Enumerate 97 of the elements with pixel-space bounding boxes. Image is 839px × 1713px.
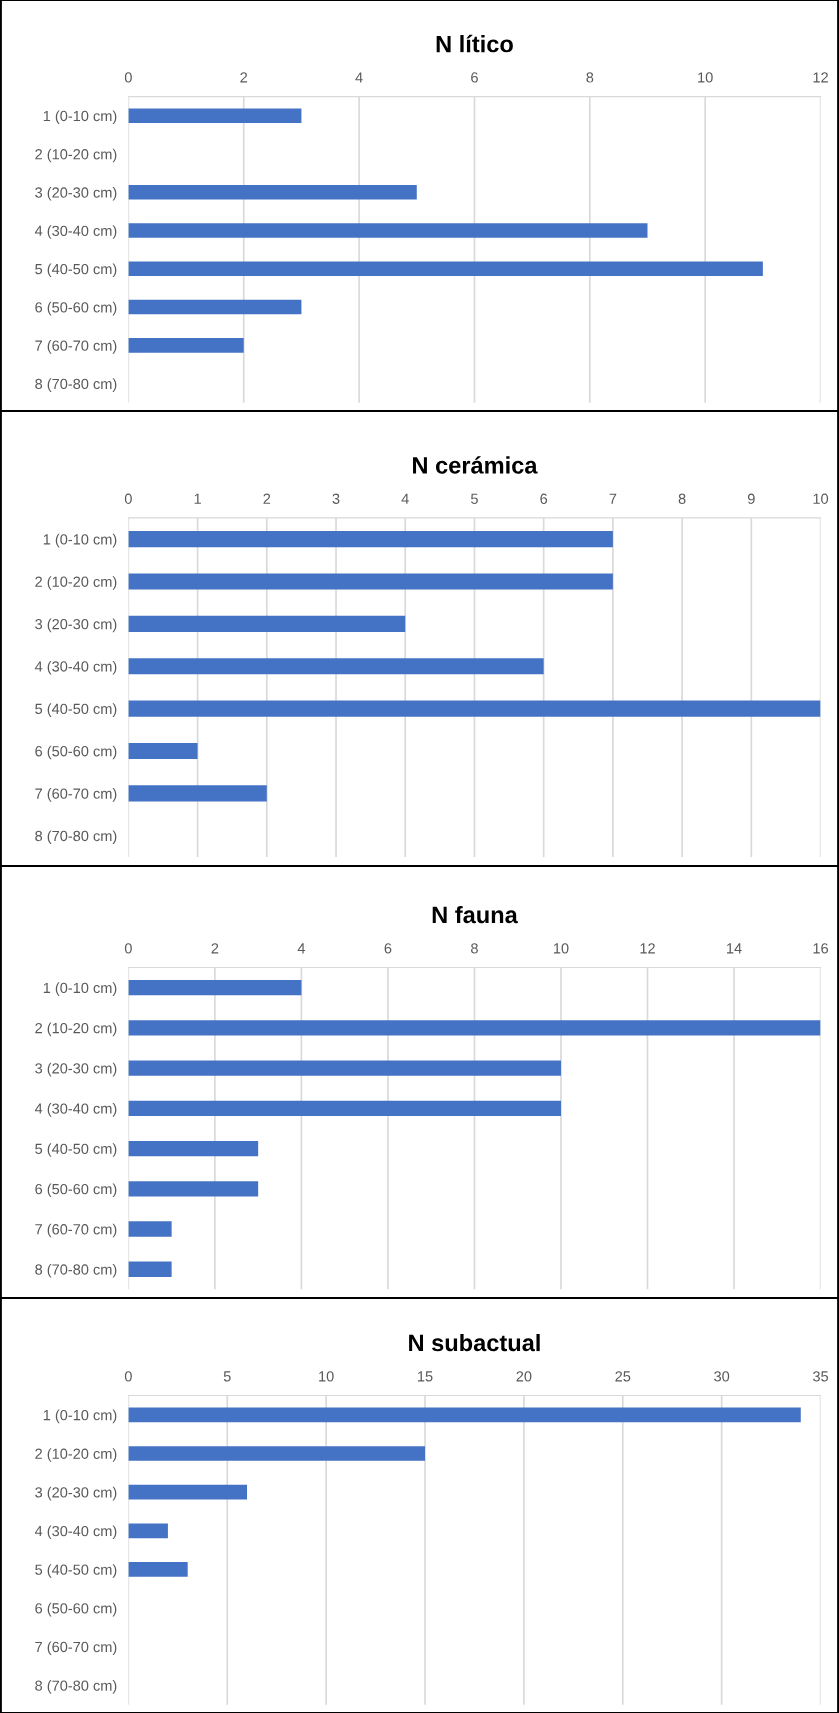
x-tick-label: 2 xyxy=(263,493,271,504)
bar xyxy=(128,338,244,353)
y-tick-label: 5 (40-50 cm) xyxy=(35,1564,117,1578)
x-tick-label: 8 xyxy=(471,943,478,954)
y-tick-label: 5 (40-50 cm) xyxy=(35,1143,117,1157)
bar xyxy=(128,658,544,675)
x-tick-label: 12 xyxy=(640,943,655,954)
y-tick-label: 2 (10-20 cm) xyxy=(35,1022,117,1037)
y-tick-label: 8 (70-80 cm) xyxy=(35,378,117,392)
bar xyxy=(128,1140,259,1157)
bar xyxy=(128,1484,248,1500)
x-tick-label: 10 xyxy=(319,1371,334,1382)
x-tick-label: 0 xyxy=(124,493,132,504)
bar xyxy=(128,1562,188,1577)
x-tick-label: 2 xyxy=(211,943,219,954)
y-tick-label: 1 (0-10 cm) xyxy=(43,110,117,125)
x-tick-label: 5 xyxy=(223,1371,231,1382)
y-tick-label: 7 (60-70 cm) xyxy=(35,788,117,802)
x-tick-label: 12 xyxy=(813,72,828,83)
y-tick-label: 4 (30-40 cm) xyxy=(34,1525,117,1540)
y-tick-label: 4 (30-40 cm) xyxy=(34,1103,117,1117)
bar xyxy=(128,185,417,200)
y-tick-label: 6 (50-60 cm) xyxy=(35,1602,117,1617)
y-tick-label: 6 (50-60 cm) xyxy=(35,301,117,316)
y-tick-label: 1 (0-10 cm) xyxy=(43,1409,117,1424)
chart-title: N subactual xyxy=(409,1333,540,1352)
x-tick-label: 35 xyxy=(812,1371,829,1382)
x-tick-label: 0 xyxy=(124,72,132,83)
x-tick-label: 10 xyxy=(698,72,713,83)
bar xyxy=(128,261,763,277)
x-tick-label: 2 xyxy=(240,72,248,83)
y-tick-label: 4 (30-40 cm) xyxy=(34,225,117,239)
x-tick-label: 20 xyxy=(516,1371,532,1382)
x-tick-label: 15 xyxy=(418,1371,433,1382)
x-tick-label: 25 xyxy=(615,1371,631,1382)
bar xyxy=(128,1407,801,1423)
chart-title: N fauna xyxy=(432,905,518,924)
y-tick-label: 5 (40-50 cm) xyxy=(35,263,117,278)
x-tick-label: 10 xyxy=(813,493,829,504)
x-tick-label: 0 xyxy=(124,943,132,954)
bar xyxy=(128,108,302,123)
y-tick-label: 3 (20-30 cm) xyxy=(35,186,117,201)
y-tick-label: 6 (50-60 cm) xyxy=(35,745,117,760)
chart-title: N cerámica xyxy=(413,456,538,474)
x-tick-label: 14 xyxy=(727,943,742,954)
y-tick-label: 8 (70-80 cm) xyxy=(35,830,117,845)
x-tick-label: 4 xyxy=(355,72,363,83)
y-tick-label: 2 (10-20 cm) xyxy=(35,148,117,163)
x-tick-label: 4 xyxy=(401,493,409,504)
x-tick-label: 5 xyxy=(470,493,478,504)
y-tick-label: 2 (10-20 cm) xyxy=(35,576,117,590)
bar xyxy=(128,573,613,590)
y-tick-label: 3 (20-30 cm) xyxy=(35,618,117,633)
y-tick-label: 2 (10-20 cm) xyxy=(35,1448,117,1462)
y-tick-label: 5 (40-50 cm) xyxy=(35,703,117,717)
bar xyxy=(128,1261,172,1277)
x-tick-label: 1 xyxy=(194,493,201,504)
bar xyxy=(128,1181,259,1197)
y-tick-label: 7 (60-70 cm) xyxy=(35,1641,117,1656)
y-tick-label: 7 (60-70 cm) xyxy=(35,340,117,354)
bar xyxy=(128,742,198,760)
x-tick-label: 0 xyxy=(124,1371,132,1382)
y-tick-label: 3 (20-30 cm) xyxy=(35,1486,117,1501)
x-tick-label: 16 xyxy=(813,943,829,954)
y-tick-label: 8 (70-80 cm) xyxy=(35,1680,117,1694)
x-tick-label: 6 xyxy=(384,943,392,954)
bar xyxy=(128,1020,821,1036)
bar xyxy=(128,1221,172,1237)
bar xyxy=(128,785,267,802)
bar xyxy=(128,223,648,238)
bar xyxy=(128,299,302,315)
x-tick-label: 6 xyxy=(471,72,478,83)
x-tick-label: 6 xyxy=(540,493,548,504)
bar xyxy=(128,1446,426,1461)
x-tick-label: 10 xyxy=(553,943,569,954)
x-tick-label: 3 xyxy=(332,493,340,504)
y-tick-label: 7 (60-70 cm) xyxy=(35,1223,117,1238)
y-tick-label: 6 (50-60 cm) xyxy=(35,1183,117,1198)
x-tick-label: 9 xyxy=(747,493,755,504)
chart-title: N lítico xyxy=(436,34,513,53)
x-tick-label: 8 xyxy=(586,72,594,83)
y-tick-label: 3 (20-30 cm) xyxy=(35,1062,117,1077)
bar xyxy=(128,700,821,717)
y-tick-label: 1 (0-10 cm) xyxy=(43,533,117,548)
y-tick-label: 1 (0-10 cm) xyxy=(43,982,117,996)
y-tick-label: 8 (70-80 cm) xyxy=(35,1263,117,1278)
bar xyxy=(128,1523,168,1539)
bar xyxy=(128,531,613,548)
bar xyxy=(128,979,302,996)
x-tick-label: 30 xyxy=(714,1371,730,1382)
x-tick-label: 8 xyxy=(678,493,686,504)
bar xyxy=(128,1100,561,1116)
bar xyxy=(128,615,406,632)
bar xyxy=(128,1060,561,1076)
x-tick-label: 7 xyxy=(609,493,617,504)
y-tick-label: 4 (30-40 cm) xyxy=(34,660,117,675)
x-tick-label: 4 xyxy=(297,943,306,954)
